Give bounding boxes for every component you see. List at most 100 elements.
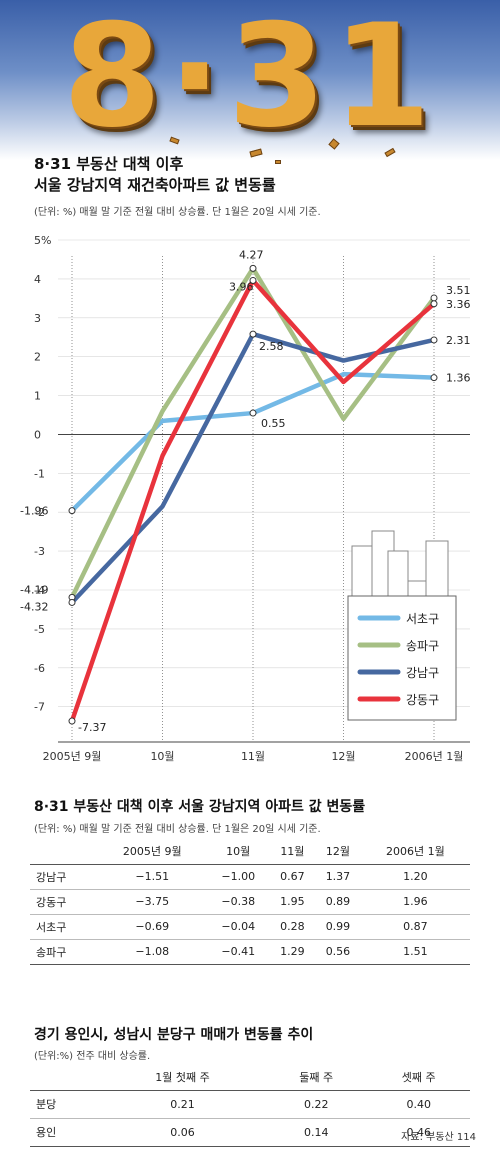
- table-cell: −3.75: [97, 889, 207, 915]
- table-cell: −0.41: [206, 939, 270, 965]
- column-header: 12월: [315, 838, 361, 865]
- table-cell: 1.96: [360, 889, 470, 915]
- column-header: [30, 838, 98, 865]
- y-tick-label: -2: [34, 506, 45, 519]
- table-header-row: 2005년 9월 10월 11월 12월 2006년 1월: [30, 838, 470, 865]
- table-cell: 1.95: [269, 889, 316, 915]
- data-point: [68, 598, 76, 606]
- column-header: 셋째 주: [367, 1064, 470, 1091]
- data-label: 0.55: [261, 417, 286, 430]
- table-cell: 0.89: [315, 889, 361, 915]
- table-row: 서초구 −0.69 −0.04 0.28 0.99 0.87: [30, 914, 470, 940]
- district-change-table: 2005년 9월 10월 11월 12월 2006년 1월 강남구 −1.51 …: [30, 838, 470, 965]
- table-row: 강동구 −3.75 −0.38 1.95 0.89 1.96: [30, 889, 470, 915]
- column-header: 1월 첫째 주: [100, 1064, 265, 1091]
- table-cell: −0.04: [206, 914, 270, 940]
- legend-label: 강동구: [406, 693, 439, 707]
- y-tick-label: 1: [34, 390, 41, 403]
- y-tick-label: 4: [34, 273, 41, 286]
- x-tick-label: 12월: [331, 750, 355, 763]
- data-point: [430, 294, 438, 302]
- data-label: -7.37: [78, 721, 106, 734]
- row-label: 분당: [30, 1090, 100, 1119]
- table-cell: 0.99: [315, 914, 361, 940]
- column-header: 2005년 9월: [97, 838, 207, 865]
- data-label: 3.51: [446, 284, 471, 297]
- table1-title: 8·31 부동산 대책 이후 서울 강남지역 아파트 값 변동률: [34, 799, 366, 815]
- table-cell: 1.37: [315, 864, 361, 890]
- y-tick-label: 5%: [34, 234, 51, 247]
- source-note: 자료: 부동산 114: [401, 1132, 476, 1143]
- x-tick-label: 10월: [150, 750, 174, 763]
- data-label: -4.19: [20, 583, 48, 596]
- legend-label: 강남구: [406, 666, 439, 680]
- header-banner: 8·31: [0, 0, 500, 164]
- y-tick-label: -3: [34, 545, 45, 558]
- table-cell: 0.14: [264, 1118, 368, 1147]
- row-label: 송파구: [30, 939, 98, 965]
- y-tick-label: -1: [34, 467, 45, 480]
- table-cell: 0.40: [367, 1090, 470, 1119]
- data-point: [249, 409, 257, 417]
- big-title-graphic: 8·31: [62, 0, 438, 159]
- table-cell: −1.08: [97, 939, 207, 965]
- x-tick-label: 2006년 1월: [405, 750, 464, 763]
- data-label: -1.96: [20, 505, 48, 518]
- line-chart: 5% 4 3 2 1 0 -1 -2 -3 -4 -5 -6 -7 2005년 9월 10월 11월 12월 20…: [20, 234, 471, 763]
- table-cell: 0.06: [100, 1118, 265, 1147]
- y-tick-label: -5: [34, 623, 45, 636]
- data-label: 3.36: [446, 298, 471, 311]
- table-row: 용인 0.06 0.14 0.46: [30, 1118, 470, 1147]
- weekly-change-table: 1월 첫째 주 둘째 주 셋째 주 분당 0.21 0.22 0.40 용인 0…: [30, 1064, 470, 1147]
- table-header-row: 1월 첫째 주 둘째 주 셋째 주: [30, 1064, 470, 1091]
- data-label: 3.96: [229, 280, 254, 293]
- table-cell: 1.29: [269, 939, 316, 965]
- column-header: 10월: [206, 838, 270, 865]
- table-cell: 0.46: [367, 1118, 470, 1147]
- data-point: [249, 330, 257, 338]
- column-header: 2006년 1월: [360, 838, 470, 865]
- rubble-decoration: [275, 160, 281, 164]
- y-tick-label: -4: [34, 584, 45, 597]
- table-cell: −0.69: [97, 914, 207, 940]
- table-row: 강남구 −1.51 −1.00 0.67 1.37 1.20: [30, 864, 470, 890]
- x-tick-label: 2005년 9월: [43, 750, 102, 763]
- row-label: 강동구: [30, 889, 98, 915]
- y-tick-label: 3: [34, 312, 41, 325]
- y-tick-label: -6: [34, 662, 45, 675]
- data-label: 4.27: [239, 248, 264, 261]
- y-tick-label: -7: [34, 701, 45, 714]
- table-cell: 0.21: [100, 1090, 265, 1119]
- data-label: -4.32: [20, 600, 48, 613]
- data-point: [430, 336, 438, 344]
- column-header: 둘째 주: [264, 1064, 368, 1091]
- row-label: 강남구: [30, 864, 98, 890]
- y-tick-label: 2: [34, 351, 41, 364]
- table-row: 송파구 −1.08 −0.41 1.29 0.56 1.51: [30, 939, 470, 965]
- row-label: 서초구: [30, 914, 98, 940]
- data-point: [249, 276, 257, 284]
- data-point: [430, 300, 438, 308]
- legend-label: 송파구: [406, 639, 439, 653]
- legend-label: 서초구: [406, 612, 439, 626]
- chart-title-line1: 8·31 부동산 대책 이후: [34, 155, 184, 173]
- label-layer: -1.96 0.55 1.36 -4.19 4.27 3.51 -4.32 2.58 2.31 -…: [20, 248, 471, 734]
- chart-subtitle: (단위: %) 매월 말 기준 전월 대비 상승률. 단 1월은 20일 시세 …: [34, 207, 321, 218]
- table-cell: 1.20: [360, 864, 470, 890]
- table-cell: 0.22: [264, 1090, 368, 1119]
- data-point: [430, 374, 438, 382]
- data-point: [249, 264, 257, 272]
- table-cell: −1.51: [97, 864, 207, 890]
- table-cell: 0.67: [269, 864, 316, 890]
- table-cell: −0.38: [206, 889, 270, 915]
- table-cell: 1.51: [360, 939, 470, 965]
- row-label: 용인: [30, 1118, 100, 1147]
- table-cell: 0.28: [269, 914, 316, 940]
- data-point: [68, 507, 76, 515]
- x-tick-label: 11월: [241, 750, 265, 763]
- column-header: 11월: [269, 838, 316, 865]
- data-label: 2.58: [259, 340, 284, 353]
- y-tick-label: 0: [34, 428, 41, 441]
- table-cell: 0.56: [315, 939, 361, 965]
